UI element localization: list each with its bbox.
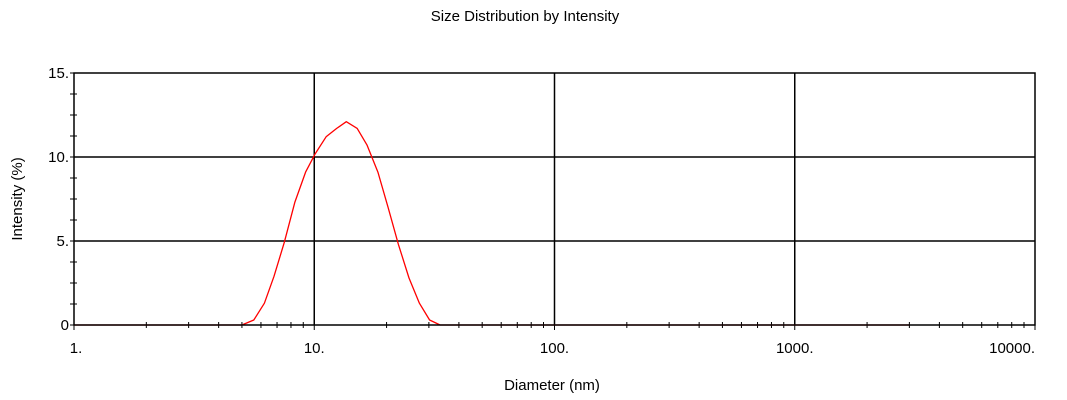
intensity-series-line [74, 121, 910, 326]
series-layer [74, 121, 910, 326]
y-tick-label: 0 [61, 317, 69, 334]
x-axis-label: Diameter (nm) [504, 377, 600, 394]
grid-lines [74, 73, 1035, 325]
x-tick-label: 100. [540, 340, 569, 357]
y-tick-label: 10. [48, 149, 69, 166]
x-tick-label: 1. [70, 340, 83, 357]
x-tick-label: 10000. [989, 340, 1035, 357]
tick-labels: 1. 10. 100. 1000. 10000. 0 5. 10. 15. [48, 65, 1035, 357]
minor-ticks [70, 72, 1036, 330]
x-tick-label: 10. [304, 340, 325, 357]
plot-area-frame [73, 72, 1036, 326]
y-axis-label: Intensity (%) [9, 157, 26, 240]
chart-title: Size Distribution by Intensity [431, 8, 620, 25]
x-tick-label: 1000. [776, 340, 814, 357]
y-tick-label: 15. [48, 65, 69, 82]
y-tick-label: 5. [56, 233, 69, 250]
